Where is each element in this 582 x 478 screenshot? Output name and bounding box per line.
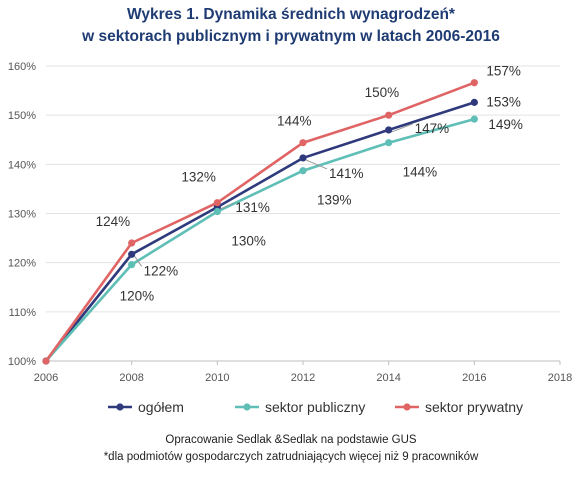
data-point <box>385 139 393 147</box>
data-label: 141% <box>329 166 364 181</box>
data-label: 149% <box>488 117 523 132</box>
data-point <box>385 111 393 119</box>
line-chart: 100% 110% 120% 130% 140% 150% 160% 2006 2008 2010… <box>8 61 572 415</box>
chart-title-line-2: w sektorach publicznym i prywatnym w lat… <box>82 28 500 45</box>
y-tick-label: 120% <box>8 258 36 270</box>
y-tick-label: 140% <box>8 159 36 171</box>
y-tick-label: 110% <box>9 307 37 319</box>
legend-entry: ogółem <box>138 399 184 415</box>
data-label: 147% <box>415 121 450 136</box>
data-point <box>470 79 478 87</box>
series-line-2 <box>44 81 475 362</box>
y-tick-label: 100% <box>8 356 36 368</box>
chart-footer: Opracowanie Sedlak &Sedlak na podstawie … <box>0 432 582 466</box>
x-tick-label: 2016 <box>462 372 486 384</box>
x-tick-label: 2018 <box>548 372 572 384</box>
data-point <box>470 115 478 123</box>
data-label: 130% <box>231 234 266 249</box>
source-note: Opracowanie Sedlak &Sedlak na podstawie … <box>165 434 417 446</box>
data-point <box>213 199 221 207</box>
data-label: 120% <box>120 289 155 304</box>
x-tick-label: 2006 <box>34 372 58 384</box>
y-tick-label: 130% <box>8 209 36 221</box>
x-tick-label: 2012 <box>291 372 315 384</box>
data-label: 153% <box>486 94 521 109</box>
data-point <box>128 250 136 258</box>
footnote: *dla podmiotów gospodarczych zatrudniają… <box>103 451 479 463</box>
data-point <box>299 154 307 162</box>
legend-entry: sektor publiczny <box>265 399 365 415</box>
y-tick-label: 160% <box>8 61 36 73</box>
data-point <box>299 139 307 147</box>
legend-entry: sektor prywatny <box>425 399 523 415</box>
data-point <box>213 207 221 216</box>
data-point <box>128 261 136 269</box>
data-label: 139% <box>317 193 352 208</box>
data-label: 157% <box>486 64 521 79</box>
x-tick-label: 2010 <box>205 372 229 384</box>
data-point <box>42 357 50 365</box>
data-point <box>385 126 393 134</box>
series-line-1 <box>45 117 475 362</box>
data-point <box>470 98 478 106</box>
data-label: 122% <box>144 263 179 278</box>
data-label: 131% <box>235 200 270 215</box>
label-leader-line <box>220 202 234 210</box>
x-tick-label: 2014 <box>376 372 400 384</box>
label-leader-line <box>391 123 413 133</box>
label-leader-line <box>134 256 143 267</box>
label-leader-line <box>305 159 328 170</box>
x-tick-label: 2008 <box>119 372 143 384</box>
data-label: 144% <box>403 165 438 180</box>
data-label: 150% <box>365 85 400 100</box>
data-point <box>128 239 136 247</box>
series-line-0 <box>44 101 475 362</box>
data-label: 132% <box>181 170 216 185</box>
y-tick-label: 150% <box>8 110 36 122</box>
legend-marker <box>243 403 251 411</box>
legend-marker <box>403 403 411 411</box>
data-label: 124% <box>96 214 131 229</box>
data-point <box>299 167 307 175</box>
chart-title: Wykres 1. Dynamika średnich wynagrodzeń*… <box>0 4 582 48</box>
chart-title-line-1: Wykres 1. Dynamika średnich wynagrodzeń* <box>127 6 455 23</box>
legend-marker <box>116 403 124 411</box>
data-label: 144% <box>277 114 312 129</box>
